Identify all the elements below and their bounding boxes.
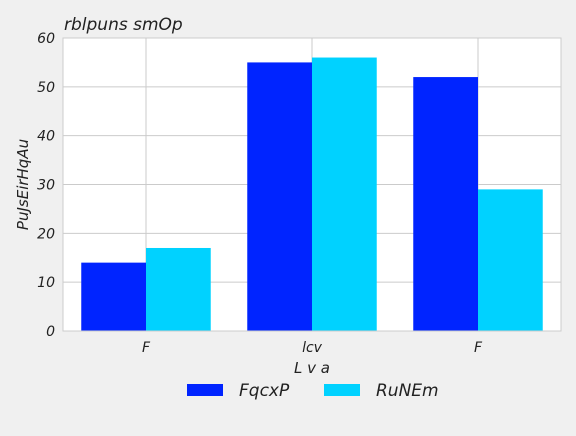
legend-label-FqcxP: FqcxP [239, 381, 290, 401]
y-tick-label: 0 [46, 324, 55, 340]
legend-swatch-FqcxP [187, 384, 223, 396]
chart-title: rblpuns smOp [64, 15, 183, 35]
x-tick-label: lcv [302, 340, 323, 356]
bar-FqcxP-1 [247, 62, 312, 332]
bars [81, 57, 543, 332]
bar-RuNEm-2 [478, 189, 543, 331]
x-tick-label: F [474, 340, 483, 356]
legend-swatch-RuNEm [324, 384, 360, 396]
bar-RuNEm-0 [146, 247, 211, 331]
legend-label-RuNEm: RuNEm [376, 381, 439, 401]
y-tick-label: 60 [37, 31, 55, 47]
y-axis-label: PuJsEirHqAu [14, 139, 32, 230]
y-tick-label: 20 [37, 226, 55, 242]
bar-FqcxP-2 [413, 77, 478, 331]
legend: FqcxP RuNEm [187, 381, 439, 401]
y-ticks: 0 10 20 30 40 50 60 [37, 31, 55, 340]
y-tick-label: 40 [37, 129, 55, 145]
y-tick-label: 10 [37, 275, 55, 291]
y-tick-label: 30 [37, 178, 55, 194]
y-tick-label: 50 [37, 80, 55, 96]
x-tick-label: F [142, 340, 151, 356]
bar-FqcxP-0 [81, 262, 146, 331]
x-axis-label: L v a [294, 359, 330, 377]
plot-frame [62, 37, 562, 332]
bar-RuNEm-1 [312, 57, 377, 332]
